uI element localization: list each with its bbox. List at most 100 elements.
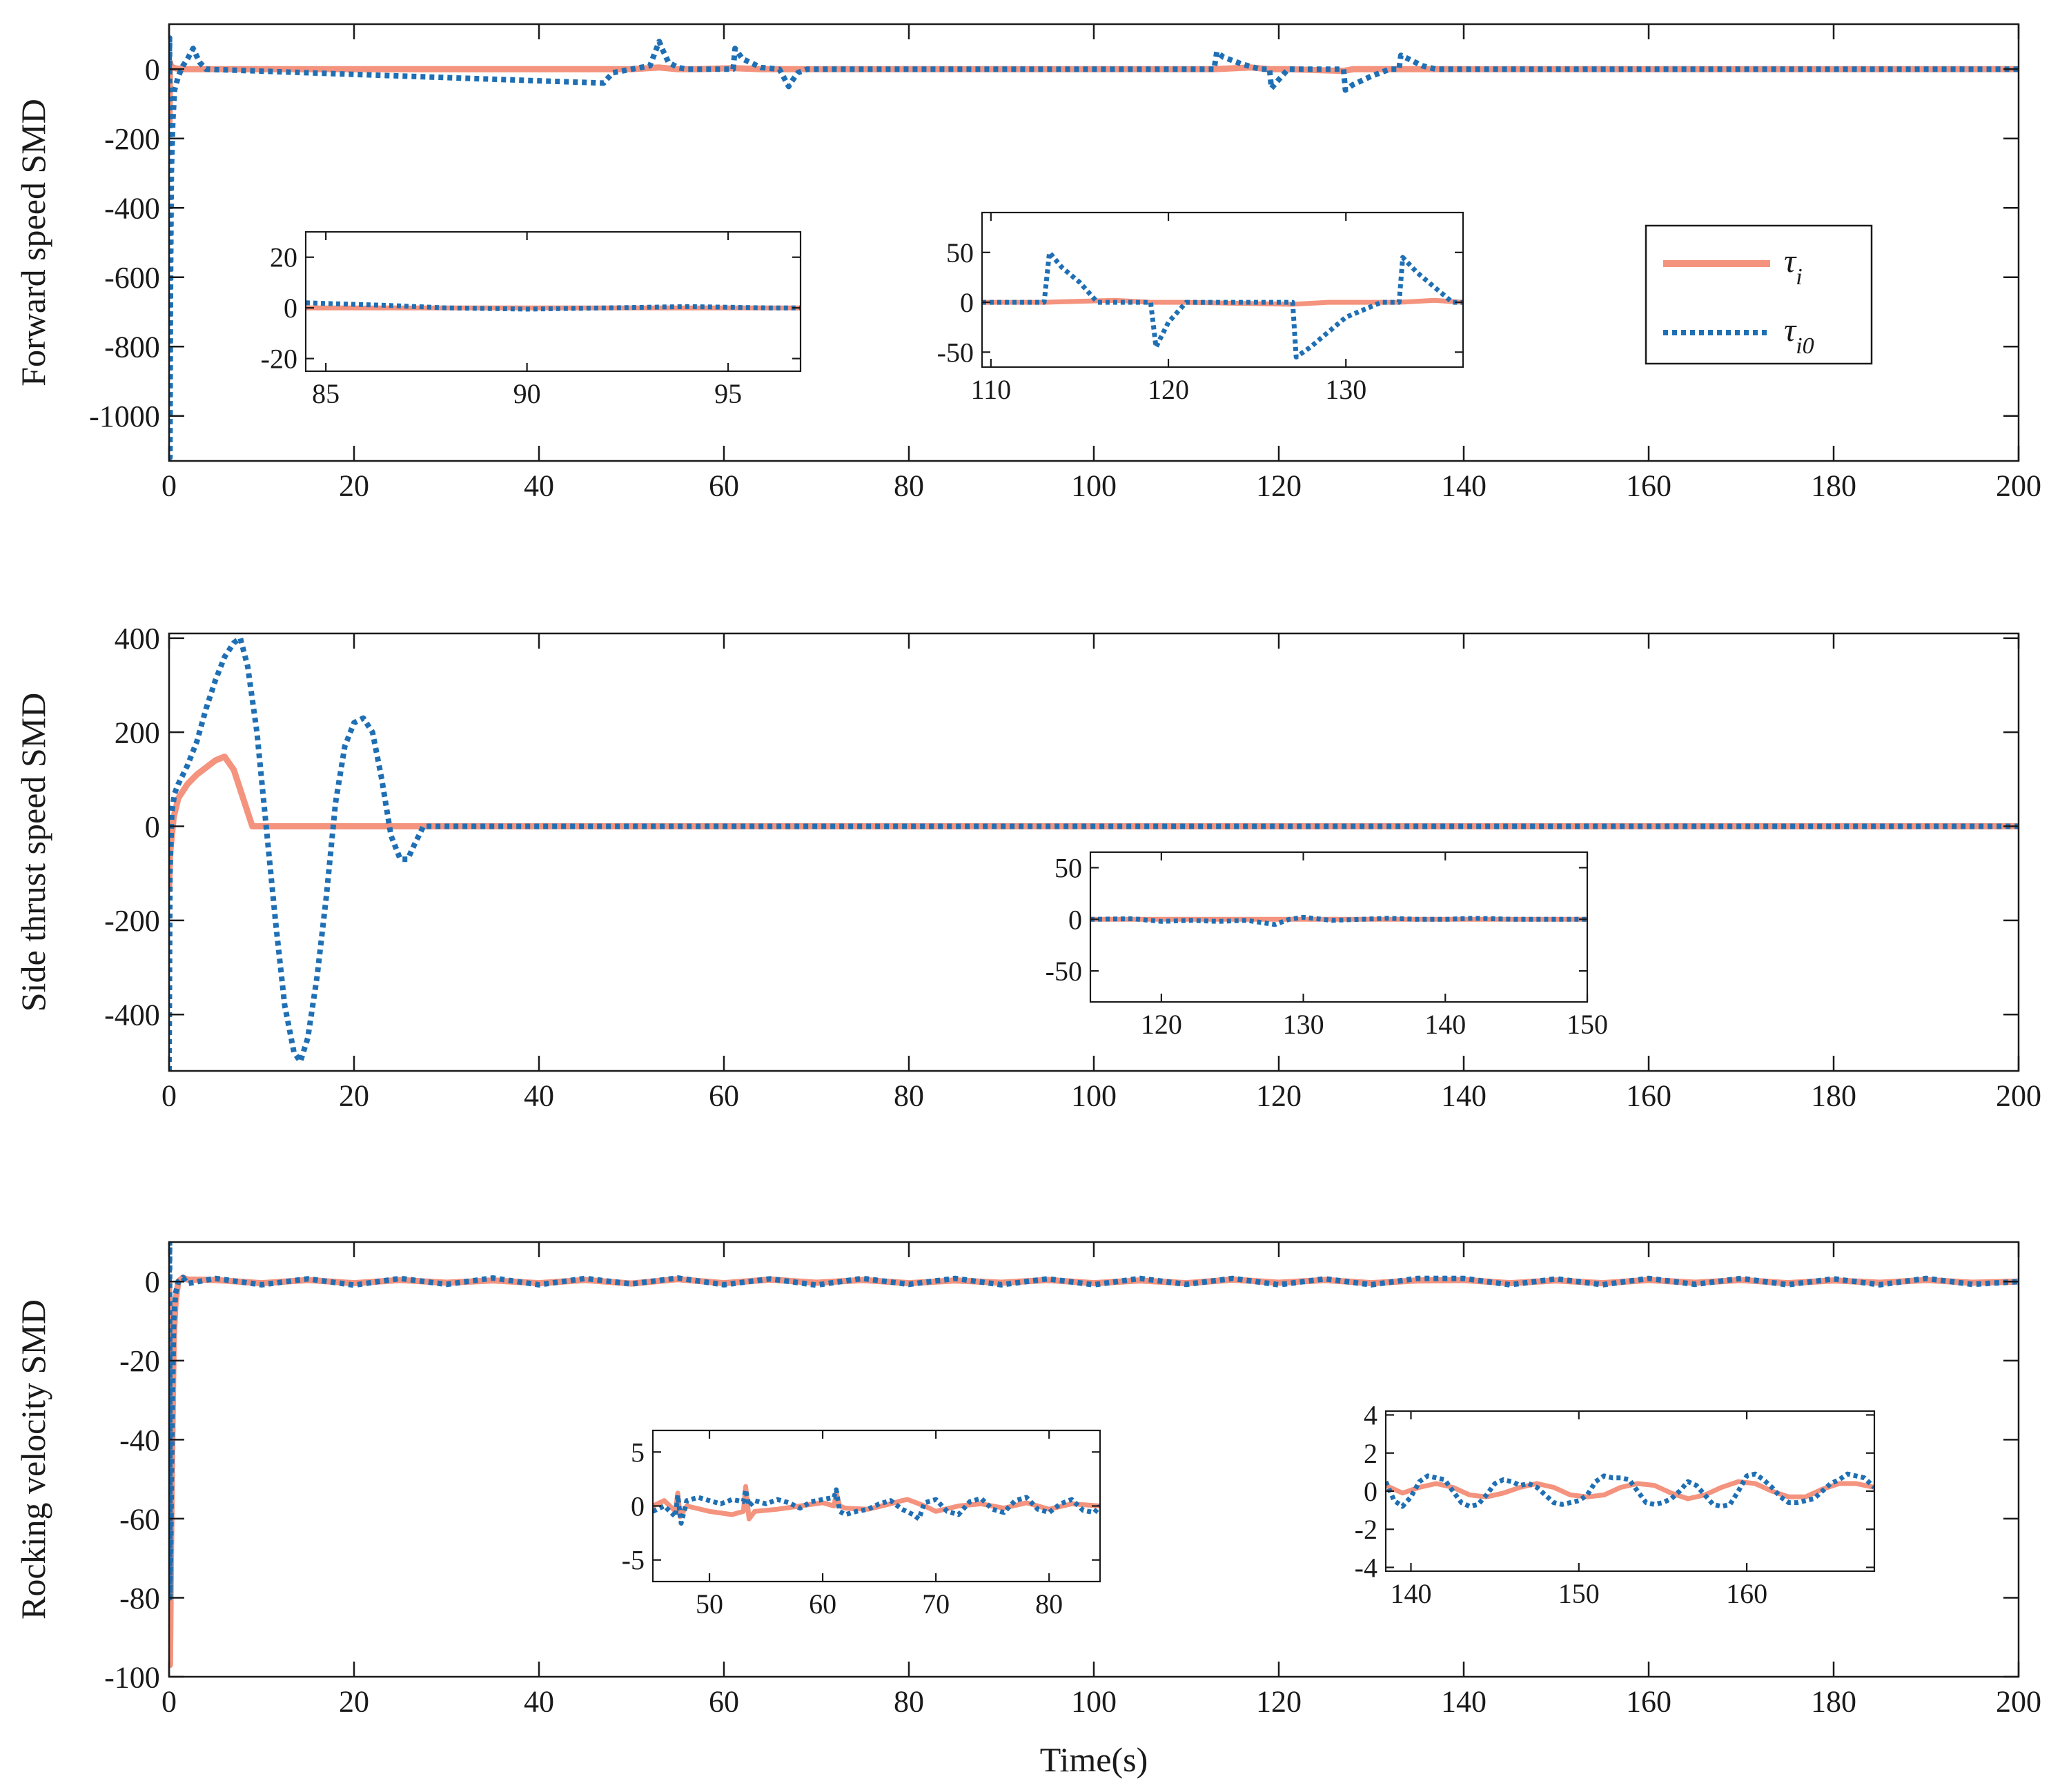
panel-3-xtick-label: 120: [1256, 1685, 1302, 1719]
panel-1-inset-2-ytick-label: -50: [937, 337, 974, 368]
panel-3-xtick-label: 80: [894, 1685, 924, 1719]
panel-1-xtick-label: 80: [894, 469, 924, 503]
panel-1-ytick-label: -200: [104, 122, 160, 156]
panel-2-xtick-label: 160: [1626, 1079, 1671, 1113]
panel-2-inset-1-background: [1090, 852, 1587, 1002]
panel-1-ytick-label: -1000: [89, 400, 160, 433]
x-axis-label: Time(s): [1040, 1740, 1148, 1779]
panel-2-inset-1-xtick-label: 130: [1283, 1009, 1324, 1040]
panel-2-ytick-label: -200: [104, 904, 160, 938]
legend-box: [1645, 224, 1873, 365]
panel-3: 0 20 40 60 80 100 120 140 160 180 2000-20-40-60-80…: [14, 1241, 2041, 1719]
panel-1-inset-2-ytick-label: 0: [960, 287, 974, 318]
panel-3-inset-2-ytick-label: 0: [1364, 1476, 1377, 1507]
panel-1-xtick-label: 40: [524, 469, 554, 503]
panel-1-inset-2: 110 120 130 50 0 -50: [937, 211, 1464, 405]
panel-3-xtick-label: 160: [1626, 1685, 1671, 1719]
panel-2-inset-1: 120 130 140 150 50 0 -50: [1046, 851, 1608, 1040]
panel-3-inset-2-xtick-label: 150: [1558, 1578, 1600, 1609]
panel-3-xtick-label: 200: [1996, 1685, 2041, 1719]
panel-3-xtick-label: 0: [161, 1685, 177, 1719]
panel-3-inset-1-xtick-label: 70: [922, 1588, 950, 1619]
panel-3-ytick-label: -60: [119, 1502, 160, 1536]
panel-1-inset-1-xtick-label: 95: [714, 378, 742, 409]
panel-3-ytick-label: -40: [119, 1424, 160, 1457]
panel-3-xtick-label: 180: [1811, 1685, 1856, 1719]
panel-3-inset-1-xtick-label: 60: [809, 1588, 836, 1619]
panel-3-inset-2-series-tau-i0: [1386, 1471, 1874, 1509]
panel-3-inset-2-series-tau-i: [1386, 1479, 1874, 1501]
legend: τi τi0: [1645, 224, 1873, 365]
panel-2-xtick-label: 100: [1071, 1079, 1117, 1113]
panel-1-inset-1-background: [306, 232, 801, 371]
panel-2-inset-1-ytick-label: 50: [1054, 852, 1082, 883]
panel-3-inset-1-xtick-label: 80: [1035, 1588, 1063, 1619]
panel-3-inset-1-ytick-label: 0: [631, 1491, 645, 1522]
panel-2-ytick-label: 400: [115, 622, 160, 656]
panel-2-inset-1-xtick-label: 150: [1567, 1009, 1608, 1040]
panel-2-xtick-label: 40: [524, 1079, 554, 1113]
panel-3-inset-2-ytick-label: -2: [1355, 1514, 1377, 1545]
panel-2-xtick-label: 0: [161, 1079, 177, 1113]
panel-1-inset-1-frame: [304, 230, 802, 373]
panel-3-inset-1-xtick-label: 50: [696, 1588, 723, 1619]
panel-2-xtick-label: 60: [709, 1079, 739, 1113]
panel-2-inset-1-ytick-label: -50: [1046, 956, 1082, 987]
panel-1-xtick-label: 60: [709, 469, 739, 503]
panel-1-inset-2-ytick-label: 50: [946, 237, 974, 268]
panel-1-inset-1-xtick-label: 85: [312, 378, 340, 409]
panel-2-xtick-label: 140: [1441, 1079, 1487, 1113]
panel-3-xtick-label: 100: [1071, 1685, 1117, 1719]
panel-1-inset-2-background: [982, 213, 1463, 367]
panel-1-ylabel: Forward speed SMD: [14, 99, 52, 386]
panel-1-xtick-label: 140: [1441, 469, 1487, 503]
panel-3-inset-2-ytick-label: 4: [1364, 1400, 1377, 1431]
legend-label-2: τi0: [1784, 312, 1814, 359]
panel-1-xtick-label: 20: [339, 469, 369, 503]
panel-1-xtick-label: 100: [1071, 469, 1117, 503]
panel-3-inset-1-ytick-label: -5: [622, 1545, 645, 1576]
panel-1-inset-2-xtick-label: 130: [1325, 374, 1366, 405]
panel-1-inset-1: 85 90 95 20 0 -20: [261, 230, 802, 409]
panel-3-ytick-label: -20: [119, 1344, 160, 1378]
panel-1-ytick-label: -600: [104, 261, 160, 295]
panel-3-ylabel: Rocking velocity SMD: [14, 1299, 52, 1619]
panel-2-inset-1-ytick-label: 0: [1068, 904, 1082, 935]
panel-2-xtick-label: 20: [339, 1079, 369, 1113]
panel-1-inset-1-ytick-label: -20: [261, 344, 297, 375]
panel-3-inset-2: 140 150 160 4 2 0 -2 -4: [1355, 1400, 1876, 1609]
panels: 0 20 40 60 80 100 120 140 160 180 2000-200-400-600…: [14, 23, 2041, 1719]
panel-2-inset-1-frame: [1089, 851, 1589, 1003]
panel-3-inset-2-xtick-label: 140: [1390, 1578, 1431, 1609]
panel-1-inset-1-xtick-label: 90: [513, 378, 541, 409]
panel-1-ytick-label: -400: [104, 192, 160, 226]
panel-3-xtick-label: 60: [709, 1685, 739, 1719]
panel-2-xtick-label: 80: [894, 1079, 924, 1113]
panel-1-xtick-label: 180: [1811, 469, 1856, 503]
panel-2-inset-1-xtick-label: 140: [1424, 1009, 1466, 1040]
panel-2-inset-1-series-tau-i0: [1090, 914, 1587, 927]
panel-3-inset-2-ytick-label: -4: [1355, 1552, 1377, 1583]
panel-1-ytick-label: -800: [104, 331, 160, 364]
panel-2-xtick-label: 200: [1996, 1079, 2041, 1113]
panel-3-inset-1-ytick-label: 5: [631, 1437, 645, 1468]
panel-2-ytick-label: -400: [104, 998, 160, 1032]
panel-2-xtick-label: 120: [1256, 1079, 1302, 1113]
panel-2-ytick-label: 200: [115, 716, 160, 750]
panel-3-ytick-label: -100: [104, 1660, 160, 1694]
panel-3-inset-2-background: [1386, 1411, 1874, 1571]
panel-2-ylabel: Side thrust speed SMD: [14, 693, 52, 1012]
panel-2-xtick-label: 180: [1811, 1079, 1856, 1113]
panel-1-series-tau-i0: [169, 35, 2019, 460]
panel-1-xtick-label: 120: [1256, 469, 1302, 503]
panel-1-inset-1-ytick-label: 0: [284, 293, 297, 324]
panel-1-inset-1-series-tau-i0: [306, 300, 801, 312]
panel-3-ytick-label: -80: [119, 1582, 160, 1615]
panel-3-inset-2-xtick-label: 160: [1726, 1578, 1767, 1609]
panel-1-inset-2-frame: [981, 211, 1464, 368]
panel-1-inset-1-ytick-label: 20: [270, 242, 297, 273]
panel-1-xtick-label: 200: [1996, 469, 2041, 503]
panel-1-xtick-label: 160: [1626, 469, 1671, 503]
